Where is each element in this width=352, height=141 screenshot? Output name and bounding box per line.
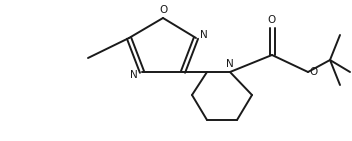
Text: O: O (310, 67, 318, 77)
Text: O: O (159, 5, 167, 15)
Text: N: N (130, 70, 138, 80)
Text: N: N (226, 59, 234, 69)
Text: N: N (200, 30, 208, 40)
Text: O: O (268, 15, 276, 25)
